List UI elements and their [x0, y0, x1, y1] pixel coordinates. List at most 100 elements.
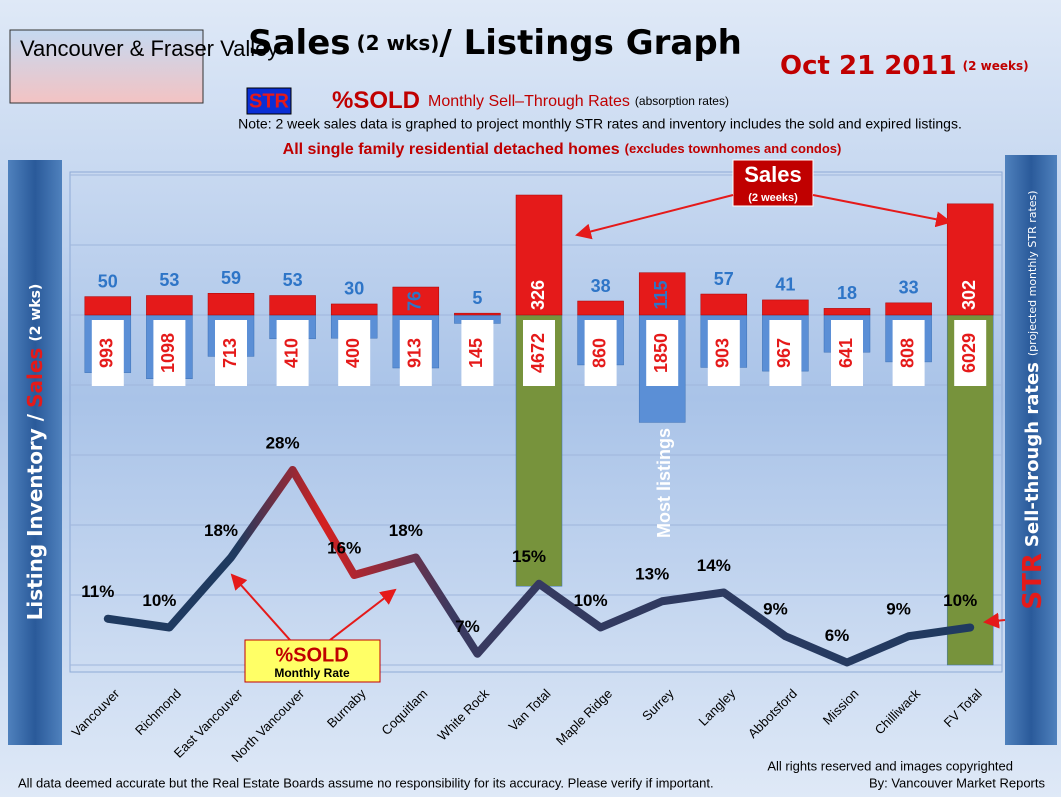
sales-bar — [885, 302, 932, 316]
y2-label-part: Sell-through rates — [1022, 362, 1043, 547]
str-label: 18% — [389, 521, 423, 540]
arrow — [329, 588, 397, 641]
str-label: 7% — [455, 617, 480, 636]
listing-label: 400 — [343, 338, 363, 368]
listing-label: 903 — [713, 338, 733, 368]
str-label: 13% — [635, 565, 669, 584]
listing-label: 641 — [836, 338, 856, 368]
sales-bar — [577, 300, 624, 316]
listing-label: 808 — [897, 338, 917, 368]
listing-label: 1850 — [651, 333, 671, 373]
sales-label: 53 — [283, 270, 303, 290]
legend: %SOLD Monthly Sell–Through Rates (absorpti… — [332, 87, 729, 114]
listing-label: 4672 — [528, 333, 548, 373]
listing-label-box — [153, 320, 186, 386]
sales-label: 53 — [159, 270, 179, 290]
y2-label-part: (projected monthly STR rates) — [1026, 190, 1039, 356]
listing-label-box — [584, 320, 617, 386]
sales-bar — [207, 293, 255, 316]
chart-title: Sales (2 wks)/ Listings Graph — [248, 23, 742, 63]
sales-bar — [146, 295, 193, 316]
sales-label: 50 — [98, 271, 118, 291]
listing-label-box — [338, 320, 371, 386]
listing-label-box — [831, 320, 863, 386]
str-line — [103, 466, 975, 667]
listing-label-box — [707, 320, 740, 386]
arrow — [575, 194, 734, 240]
sold-callout-note: Monthly Rate — [274, 666, 350, 680]
sales-label: 30 — [344, 279, 364, 299]
sales-bar — [823, 308, 871, 316]
most-listings: Most listings — [654, 428, 674, 538]
listing-label-box — [461, 320, 494, 386]
subtitle: All single family residential detached h… — [283, 141, 842, 158]
listing-label: 145 — [466, 338, 486, 368]
listing-label-box — [892, 320, 925, 386]
str-label: 6% — [825, 626, 850, 645]
y-label-part: Sales — [23, 348, 47, 408]
sales-bar — [515, 194, 563, 316]
str-label: 16% — [327, 538, 361, 557]
sales-label: 302 — [959, 280, 979, 310]
listing-label-box — [91, 320, 124, 386]
sales-bar — [638, 272, 686, 316]
str-label: 10% — [574, 591, 608, 610]
title-main: Sales — [248, 23, 350, 63]
y2-axis-label: STR Sell-through rates (projected monthly … — [1018, 190, 1048, 609]
sales-callout-text: Sales — [744, 162, 802, 187]
y2-label-part: STR — [1018, 553, 1048, 609]
sales-label: 33 — [899, 278, 919, 298]
date: Oct 21 2011 (2 weeks) — [780, 51, 1029, 81]
listing-label: 913 — [405, 338, 425, 368]
legend-text: Monthly Sell–Through Rates — [428, 93, 630, 110]
str-label: 9% — [763, 600, 788, 619]
right-panel — [1005, 155, 1057, 745]
arrow — [812, 194, 952, 228]
sales-bar — [269, 295, 316, 316]
listing-label: 967 — [774, 338, 794, 368]
sales-bar — [762, 299, 809, 316]
str-label: 14% — [697, 556, 731, 575]
title-rest: / Listings Graph — [439, 23, 742, 63]
region: Vancouver & Fraser Valley — [20, 36, 278, 61]
sales-label: 41 — [775, 275, 795, 295]
sales-label: 5 — [472, 288, 482, 308]
str-label: 15% — [512, 547, 546, 566]
date-note: (2 weeks) — [963, 59, 1029, 73]
listing-label-box — [399, 320, 432, 386]
sales-bar — [330, 303, 378, 316]
str-badge-text: STR — [249, 90, 290, 112]
title-note: (2 wks) — [357, 31, 440, 55]
note: Note: 2 week sales data is graphed to pr… — [238, 116, 962, 132]
subtitle-note: (excludes townhomes and condos) — [625, 141, 842, 156]
sold-callout-text: %SOLD — [275, 644, 348, 666]
str-label: 10% — [943, 591, 977, 610]
listing-label: 1098 — [158, 333, 178, 373]
str-label: 18% — [204, 521, 238, 540]
str-label: 10% — [142, 591, 176, 610]
left-panel — [8, 160, 62, 745]
str-label: 11% — [81, 582, 114, 601]
listing-label: 410 — [281, 338, 301, 368]
subtitle-text: All single family residential detached h… — [283, 141, 620, 158]
listing-label: 993 — [97, 338, 117, 368]
sales-bar — [454, 312, 501, 316]
y-label-part: (2 wks) — [28, 284, 44, 342]
listing-label-box — [769, 320, 802, 386]
sales-callout — [732, 159, 814, 207]
sales-bar — [84, 296, 132, 316]
sales-label: 59 — [221, 268, 241, 288]
listing-label: 6029 — [959, 333, 979, 373]
sales-callout-note: (2 weeks) — [748, 192, 798, 204]
listing-label-box — [276, 320, 309, 386]
legend-note: (absorption rates) — [635, 94, 729, 108]
footer-credit: By: Vancouver Market Reports — [869, 775, 1046, 790]
sales-label: 38 — [591, 276, 611, 296]
date-text: Oct 21 2011 — [780, 51, 957, 81]
legend-sold: %SOLD — [332, 87, 420, 114]
plot-frame — [69, 171, 1003, 673]
sales-bar — [946, 203, 994, 316]
sales-label: 57 — [714, 269, 734, 289]
